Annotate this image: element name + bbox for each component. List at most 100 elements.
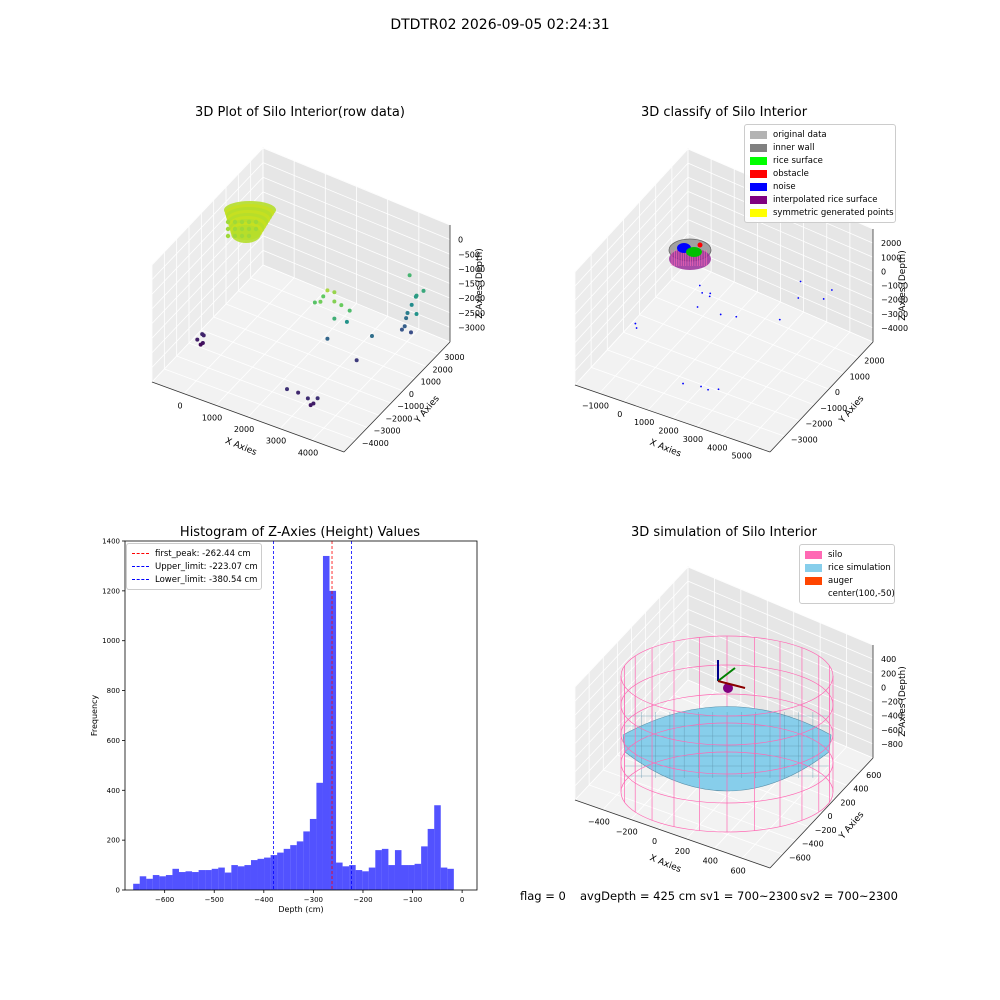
raw-scatter-point <box>405 310 410 315</box>
classify-noise-point <box>797 297 800 299</box>
simulation-x-axis-line <box>574 799 771 869</box>
raw-scatter-point <box>339 303 344 308</box>
histogram-bar <box>165 875 173 890</box>
raw-scatter-point <box>421 288 426 293</box>
raw-scatter-x-axis-line <box>151 381 345 453</box>
classify-scatter-z-tick-label: −3000 <box>881 310 908 319</box>
raw-scatter-x-axis-label: X Axies <box>223 436 258 458</box>
simulation-y-axis-label: Y Axies <box>837 810 866 842</box>
simulation-auger <box>723 683 733 693</box>
classify-scatter-wall-grid <box>574 148 689 273</box>
raw-scatter-point <box>312 300 317 305</box>
histogram-bar <box>309 818 317 890</box>
raw-scatter-floor-grid <box>250 277 439 355</box>
legend-item-first-peak: first_peak: -262.44 cm <box>132 547 256 560</box>
histogram-bar <box>427 828 435 890</box>
histogram-y-tick-label: 0 <box>116 887 120 895</box>
raw-scatter-point <box>413 294 418 299</box>
classify-scatter-x-tick-label: 0 <box>617 410 622 419</box>
legend-item-rice-surface: rice surface <box>750 154 890 167</box>
raw-scatter-x-tick-label: 3000 <box>266 437 286 446</box>
classify-scatter-wall-grid <box>574 191 689 315</box>
histogram-legend: first_peak: -262.44 cm Upper_limit: -223… <box>126 543 262 590</box>
histogram-bar <box>250 860 258 890</box>
simulation-title: 3D simulation of Silo Interior <box>631 525 818 540</box>
histogram-bars <box>133 555 454 890</box>
histogram-bar <box>172 868 179 890</box>
simulation-x-tick-label: −200 <box>616 827 638 836</box>
classify-noise-point <box>701 291 704 294</box>
classify-scatter-x-tick-label: −1000 <box>582 401 609 410</box>
classify-scatter-z-tick-label: −4000 <box>881 324 908 333</box>
raw-scatter-title: 3D Plot of Silo Interior(row data) <box>195 105 405 120</box>
histogram-bar <box>401 865 409 890</box>
classify-noise-point <box>696 306 699 308</box>
histogram-title: Histogram of Z-Axies (Height) Values <box>180 525 420 540</box>
raw-scatter-y-tick-label: 1000 <box>421 378 441 387</box>
raw-scatter-floor-grid <box>176 355 368 428</box>
classify-rice-surface-cluster <box>686 247 702 257</box>
classify-legend: original data inner wall rice surface ob… <box>744 124 896 223</box>
classify-scatter-y-tick-label: −1000 <box>820 404 847 413</box>
classify-scatter-floor-grid <box>655 296 844 374</box>
raw-scatter-floor-grid <box>201 329 392 404</box>
raw-scatter-point <box>253 226 259 232</box>
histogram-x-tick-label: −100 <box>403 896 422 904</box>
legend-line <box>132 579 149 580</box>
classify-scatter-wall-grid <box>574 233 689 358</box>
raw-scatter-point <box>402 324 407 329</box>
raw-scatter-point <box>332 316 337 321</box>
legend-label: Upper_limit: -223.07 cm <box>155 561 258 572</box>
footer-sv1: sv1 = 700~2300 <box>700 889 798 903</box>
histogram-bar <box>349 865 356 890</box>
simulation-y-tick-label: 0 <box>828 812 833 821</box>
simulation-marks <box>620 635 834 833</box>
legend-item-obstacle: obstacle <box>750 167 890 180</box>
histogram-bar <box>408 865 415 890</box>
histogram-bar <box>146 878 153 890</box>
simulation-silo-ring <box>620 635 834 717</box>
simulation-x-tick-label: 200 <box>675 847 690 856</box>
classify-noise-point <box>682 382 684 385</box>
histogram-x-tick-label: −600 <box>155 896 174 904</box>
histogram-bar <box>336 862 343 890</box>
classify-scatter-z-axis-label: Z Axies (Depth) <box>898 250 908 321</box>
simulation-y-tick-label: 200 <box>840 798 855 807</box>
raw-scatter-x-tick-label: 0 <box>177 402 182 411</box>
classify-scatter-floor-grid <box>720 321 828 436</box>
raw-scatter-y-axis-line <box>343 341 451 453</box>
classify-noise-point <box>708 295 711 298</box>
raw-scatter-y-tick-label: −1000 <box>397 402 424 411</box>
raw-scatter-point <box>239 233 245 239</box>
classify-scatter-y-tick-label: 1000 <box>850 372 870 381</box>
raw-scatter-point <box>408 330 413 335</box>
histogram-bar <box>283 848 291 890</box>
raw-scatter-floor-grid <box>247 303 357 418</box>
simulation-z-tick-label: −400 <box>881 712 903 721</box>
simulation-y-axis-line <box>769 757 874 869</box>
histogram-bar <box>316 782 323 890</box>
classify-scatter-wall-grid <box>574 261 689 386</box>
simulation-silo-ring <box>620 751 834 833</box>
simulation-y-tick-label: −600 <box>789 853 811 862</box>
legend-item-upper-limit: Upper_limit: -223.07 cm <box>132 560 258 573</box>
legend-item-interpolated-rice-surface: interpolated rice surface <box>750 193 890 206</box>
simulation-wall-grid <box>687 594 874 674</box>
legend-label: first_peak: -262.44 cm <box>155 548 251 559</box>
simulation-z-tick-label: 0 <box>881 683 886 692</box>
classify-scatter-x-tick-label: 1000 <box>634 418 654 427</box>
histogram-bar <box>303 831 310 890</box>
classify-scatter-y-tick-label: 0 <box>835 388 840 397</box>
simulation-z-tick-label: −800 <box>881 740 903 749</box>
raw-scatter-point <box>325 336 330 341</box>
histogram-bar <box>322 555 330 890</box>
classify-scatter-y-axis-line <box>769 341 874 453</box>
histogram-bar <box>394 850 402 890</box>
classify-scatter-wall-grid <box>574 247 689 372</box>
histogram-y-tick-label: 800 <box>107 687 120 695</box>
raw-scatter-floor-grid <box>183 277 295 394</box>
raw-scatter-point <box>414 312 419 317</box>
histogram-bar <box>152 875 160 890</box>
histogram-bar <box>362 871 369 890</box>
